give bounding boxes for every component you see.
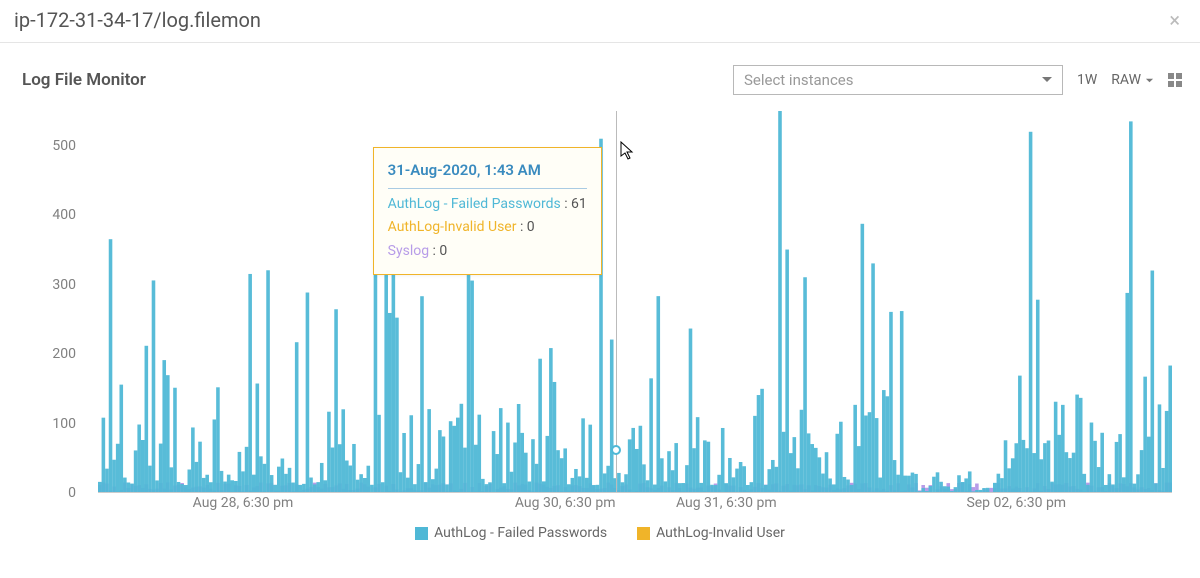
chart-legend: AuthLog - Failed Passwords AuthLog-Invali… [18, 525, 1182, 541]
close-icon[interactable]: × [1163, 8, 1186, 32]
chevron-down-icon [1040, 73, 1054, 87]
breadcrumb-title: ip-172-31-34-17/log.filemon [14, 8, 261, 32]
legend-item[interactable]: AuthLog-Invalid User [637, 525, 785, 541]
hover-marker [611, 445, 621, 455]
tooltip-row: AuthLog - Failed Passwords : 61 [388, 193, 587, 217]
y-tick-label: 200 [52, 346, 76, 362]
legend-swatch [637, 527, 650, 540]
y-tick-label: 500 [52, 138, 76, 154]
instances-select[interactable]: Select instances [733, 65, 1063, 95]
x-tick-label: Aug 31, 6:30 pm [676, 495, 777, 511]
y-axis: 0100200300400500 [18, 111, 88, 493]
select-placeholder: Select instances [744, 71, 854, 89]
x-tick-label: Aug 30, 6:30 pm [515, 495, 616, 511]
chevron-down-icon [1145, 76, 1154, 85]
y-tick-label: 300 [52, 277, 76, 293]
tooltip-title: 31-Aug-2020, 1:43 AM [388, 158, 587, 189]
x-axis: Aug 28, 6:30 pm Aug 30, 6:30 pm Aug 31, 6:… [98, 495, 1172, 517]
bar-series [98, 111, 1172, 492]
panel-header: ip-172-31-34-17/log.filemon × [0, 0, 1200, 43]
chart-container: 0 100 200 300 400 500 31-Aug-2020, 1:43 AM Au… [18, 111, 1182, 541]
y-tick-label: 400 [52, 207, 76, 223]
panel-toolbar: Log File Monitor Select instances 1W RAW [0, 43, 1200, 101]
hover-guideline [616, 111, 617, 492]
grid-view-icon[interactable] [1168, 73, 1182, 87]
legend-swatch [415, 527, 428, 540]
tooltip-row: AuthLog-Invalid User : 0 [388, 216, 587, 240]
plot-area[interactable]: 31-Aug-2020, 1:43 AM AuthLog - Failed Pa… [98, 111, 1172, 493]
mode-dropdown[interactable]: RAW [1111, 72, 1154, 88]
y-tick-label: 0 [68, 485, 76, 501]
hover-tooltip: 31-Aug-2020, 1:43 AM AuthLog - Failed Pa… [373, 147, 602, 275]
x-tick-label: Aug 28, 6:30 pm [193, 495, 294, 511]
legend-label: AuthLog - Failed Passwords [434, 525, 607, 541]
x-tick-label: Sep 02, 6:30 pm [966, 495, 1066, 511]
legend-item[interactable]: AuthLog - Failed Passwords [415, 525, 607, 541]
y-tick-label: 100 [52, 416, 76, 432]
timerange-button[interactable]: 1W [1077, 72, 1097, 88]
legend-label: AuthLog-Invalid User [656, 525, 785, 541]
tooltip-row: Syslog : 0 [388, 240, 587, 264]
panel-title: Log File Monitor [22, 70, 146, 90]
